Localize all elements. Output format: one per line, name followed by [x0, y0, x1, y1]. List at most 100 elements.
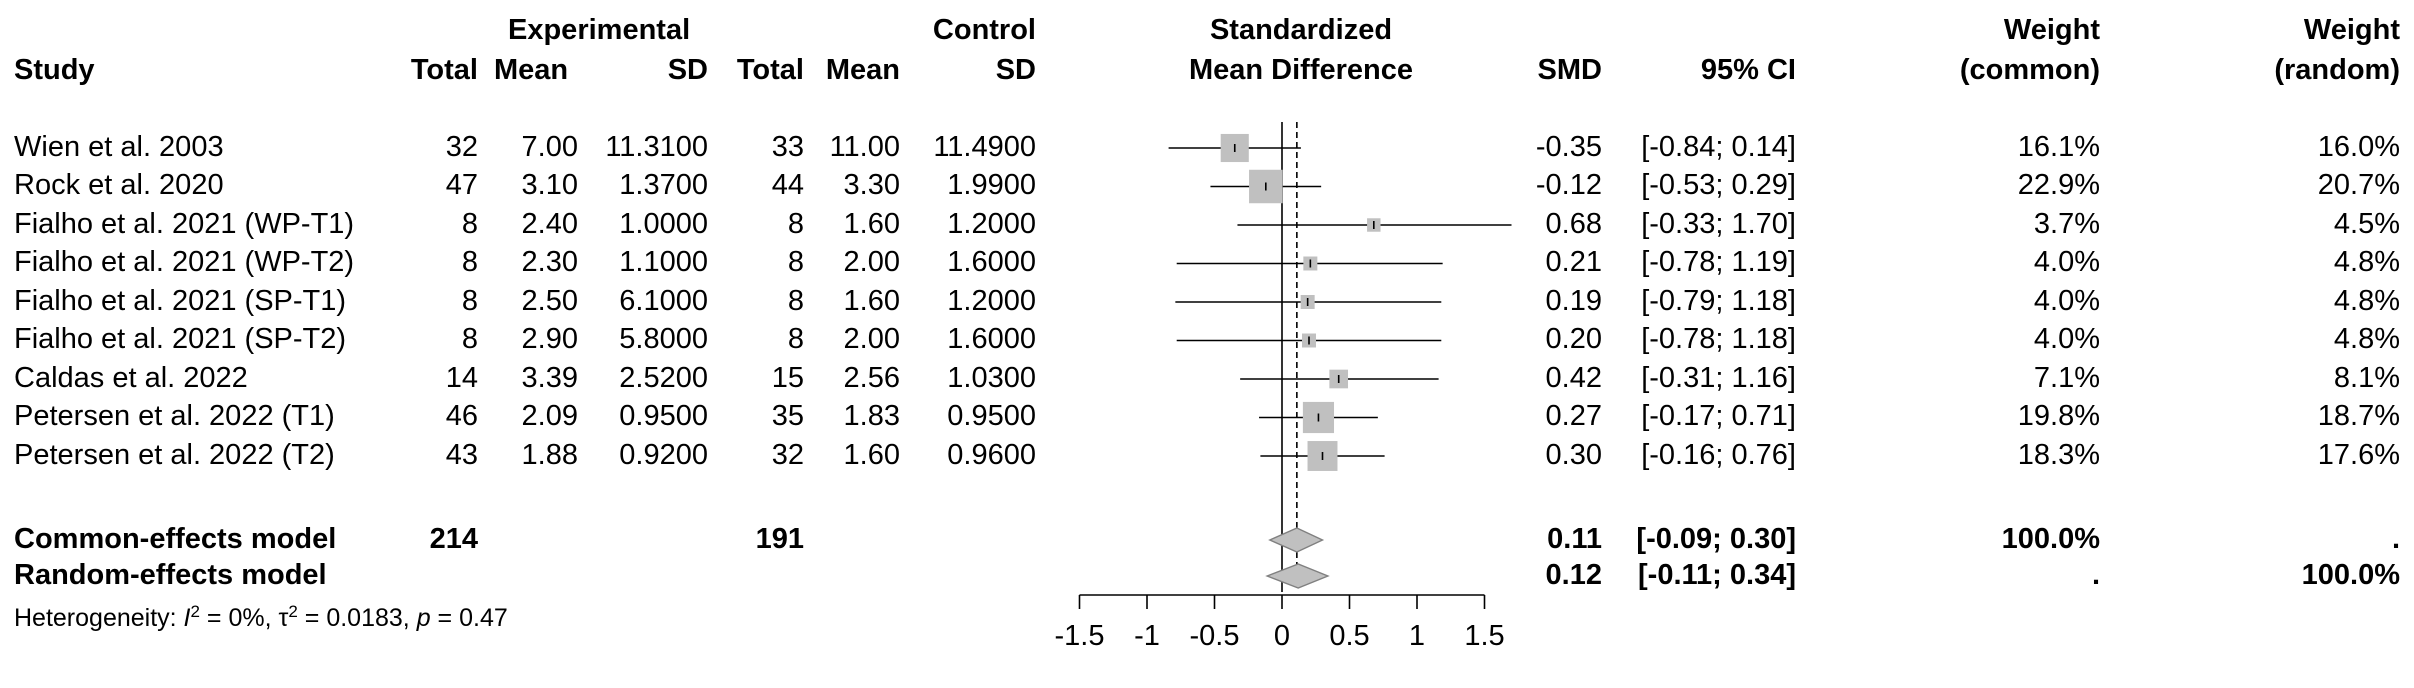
- study-smd-text: -0.35: [1535, 130, 1602, 163]
- header-experimental: Experimental: [508, 14, 691, 46]
- study-w-common: 3.7%: [2033, 207, 2100, 240]
- study-ci-text: [-0.78; 1.18]: [1641, 323, 1796, 355]
- study-w-common: 7.1%: [2033, 361, 2100, 394]
- study-c-total: 8: [787, 323, 804, 355]
- study-c-sd: 1.9900: [947, 169, 1036, 201]
- study-c-mean: 1.60: [843, 207, 900, 240]
- study-ci-text: [-0.17; 0.71]: [1641, 400, 1796, 432]
- header-ctl-total: Total: [736, 54, 804, 86]
- study-ci-text: [-0.33; 1.70]: [1641, 207, 1796, 240]
- study-w-common: 4.0%: [2033, 284, 2100, 317]
- header-exp-sd: SD: [667, 54, 708, 86]
- study-smd-text: -0.12: [1535, 169, 1602, 201]
- pooled-weight-common: 100.0%: [2001, 522, 2100, 555]
- x-tick-label: 1: [1409, 620, 1425, 652]
- study-c-mean: 2.00: [843, 323, 900, 355]
- study-w-random: 16.0%: [2317, 130, 2400, 163]
- header-weight-common-1: Weight: [2003, 14, 2100, 46]
- study-w-common: 18.3%: [2017, 438, 2100, 471]
- study-c-mean: 11.00: [829, 130, 900, 163]
- study-e-sd: 1.1000: [619, 246, 708, 278]
- study-e-total: 32: [445, 130, 478, 163]
- pooled-ctl-total: 191: [755, 522, 804, 555]
- study-name: Petersen et al. 2022 (T1): [14, 400, 335, 432]
- x-axis: -1.5 -1 -0.5 0 0.5 1 1.5: [1055, 594, 1505, 652]
- pooled-smd: 0.12: [1545, 558, 1602, 591]
- pooled-name: Random-effects model: [14, 558, 327, 591]
- header-weight-random-2: (random): [2274, 54, 2400, 86]
- study-c-sd: 0.9600: [947, 438, 1036, 471]
- study-c-mean: 2.00: [843, 246, 900, 278]
- study-smd-text: 0.30: [1545, 438, 1602, 471]
- study-e-sd: 6.1000: [619, 284, 708, 317]
- pooled-weight-common: .: [2091, 558, 2100, 591]
- pooled-diamond: [1268, 527, 1325, 553]
- pooled-exp-total: 214: [429, 522, 478, 555]
- study-e-mean: 3.10: [521, 169, 578, 201]
- header-ctl-mean: Mean: [825, 54, 900, 86]
- study-c-total: 32: [771, 438, 804, 471]
- study-c-total: 15: [771, 361, 804, 394]
- study-smd-text: 0.19: [1545, 284, 1602, 317]
- study-w-random: 8.1%: [2333, 361, 2400, 394]
- study-name: Fialho et al. 2021 (SP-T2): [14, 323, 347, 355]
- study-e-sd: 1.0000: [619, 207, 708, 240]
- study-w-random: 4.8%: [2333, 284, 2400, 317]
- study-e-total: 8: [461, 207, 478, 240]
- study-e-total: 8: [461, 284, 478, 317]
- pooled-weight-random: .: [2391, 522, 2400, 555]
- header-study: Study: [14, 54, 95, 86]
- pooled-ci: [-0.09; 0.30]: [1636, 522, 1796, 555]
- study-c-total: 8: [787, 207, 804, 240]
- pooled-weight-random: 100.0%: [2301, 558, 2400, 591]
- study-e-mean: 2.90: [521, 323, 578, 355]
- study-e-mean: 7.00: [521, 130, 578, 163]
- header-ci: 95% CI: [1700, 54, 1796, 86]
- study-c-mean: 2.56: [843, 361, 900, 394]
- study-c-total: 33: [771, 130, 804, 163]
- study-c-total: 35: [771, 400, 804, 432]
- x-tick-label: -1: [1134, 620, 1160, 652]
- study-c-mean: 1.60: [843, 284, 900, 317]
- study-w-common: 22.9%: [2017, 169, 2100, 201]
- pooled-name: Common-effects model: [14, 522, 337, 555]
- study-e-sd: 1.3700: [619, 169, 708, 201]
- study-name: Fialho et al. 2021 (SP-T1): [14, 284, 347, 317]
- study-c-total: 8: [787, 284, 804, 317]
- study-c-sd: 1.2000: [947, 284, 1036, 317]
- study-e-total: 8: [461, 246, 478, 278]
- header-control: Control: [932, 14, 1036, 46]
- study-name: Petersen et al. 2022 (T2): [14, 438, 335, 471]
- study-w-random: 18.7%: [2317, 400, 2400, 432]
- header-smd-line2: Mean Difference: [1188, 54, 1413, 86]
- study-name: Fialho et al. 2021 (WP-T2): [14, 246, 355, 278]
- study-c-sd: 1.0300: [947, 361, 1036, 394]
- study-e-mean: 2.50: [521, 284, 578, 317]
- study-c-sd: 1.6000: [947, 246, 1036, 278]
- study-e-total: 43: [445, 438, 478, 471]
- study-e-mean: 3.39: [521, 361, 578, 394]
- study-c-total: 8: [787, 246, 804, 278]
- pooled-diamond: [1265, 563, 1330, 589]
- study-e-sd: 11.3100: [605, 130, 708, 163]
- study-ci-text: [-0.31; 1.16]: [1641, 361, 1796, 394]
- study-name: Caldas et al. 2022: [14, 361, 248, 394]
- header-smd: SMD: [1537, 54, 1602, 86]
- x-tick-label: 0: [1274, 620, 1290, 652]
- study-c-mean: 3.30: [843, 169, 900, 201]
- study-name: Rock et al. 2020: [14, 169, 224, 201]
- study-smd-text: 0.20: [1545, 323, 1602, 355]
- study-smd-text: 0.27: [1545, 400, 1602, 432]
- study-ci-text: [-0.78; 1.19]: [1641, 246, 1796, 278]
- study-e-total: 8: [461, 323, 478, 355]
- study-e-sd: 0.9200: [619, 438, 708, 471]
- study-e-mean: 2.09: [521, 400, 578, 432]
- study-smd-text: 0.42: [1545, 361, 1602, 394]
- study-e-sd: 0.9500: [619, 400, 708, 432]
- x-tick-label: -1.5: [1055, 620, 1105, 652]
- header-exp-mean: Mean: [494, 54, 569, 86]
- plot-marks: [1168, 133, 1512, 589]
- study-w-random: 4.5%: [2333, 207, 2400, 240]
- study-name: Wien et al. 2003: [14, 130, 224, 163]
